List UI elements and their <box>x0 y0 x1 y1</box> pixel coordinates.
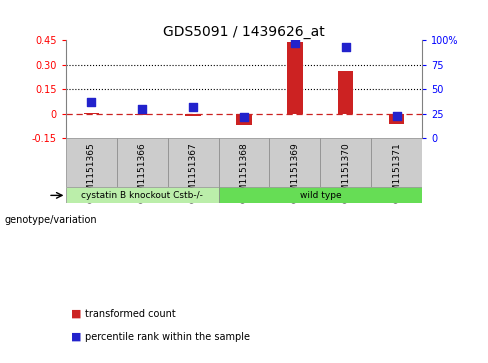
Text: genotype/variation: genotype/variation <box>5 215 98 225</box>
Text: GSM1151369: GSM1151369 <box>290 142 300 203</box>
Point <box>291 40 299 46</box>
Bar <box>236 114 252 125</box>
Bar <box>269 138 320 187</box>
Text: GSM1151371: GSM1151371 <box>392 142 401 203</box>
Text: percentile rank within the sample: percentile rank within the sample <box>85 332 250 342</box>
Bar <box>117 138 168 187</box>
Text: GSM1151368: GSM1151368 <box>240 142 248 203</box>
Point <box>138 106 146 112</box>
Point <box>189 104 197 110</box>
Bar <box>287 42 303 114</box>
Point <box>87 99 95 105</box>
Bar <box>185 114 201 116</box>
Point <box>240 114 248 119</box>
Text: transformed count: transformed count <box>85 309 176 319</box>
Text: ■: ■ <box>71 332 81 342</box>
Point <box>393 113 401 119</box>
Bar <box>338 71 353 114</box>
Title: GDS5091 / 1439626_at: GDS5091 / 1439626_at <box>163 25 325 39</box>
Text: wild type: wild type <box>300 191 341 200</box>
Bar <box>168 138 219 187</box>
Text: GSM1151366: GSM1151366 <box>138 142 147 203</box>
Text: GSM1151367: GSM1151367 <box>188 142 198 203</box>
Bar <box>219 138 269 187</box>
Text: GSM1151365: GSM1151365 <box>87 142 96 203</box>
Bar <box>389 114 404 123</box>
Bar <box>371 138 422 187</box>
Bar <box>66 187 219 203</box>
Bar <box>320 138 371 187</box>
Text: cystatin B knockout Cstb-/-: cystatin B knockout Cstb-/- <box>81 191 203 200</box>
Bar <box>219 187 422 203</box>
Text: GSM1151370: GSM1151370 <box>341 142 350 203</box>
Text: ■: ■ <box>71 309 81 319</box>
Bar <box>66 138 117 187</box>
Point <box>342 44 350 50</box>
